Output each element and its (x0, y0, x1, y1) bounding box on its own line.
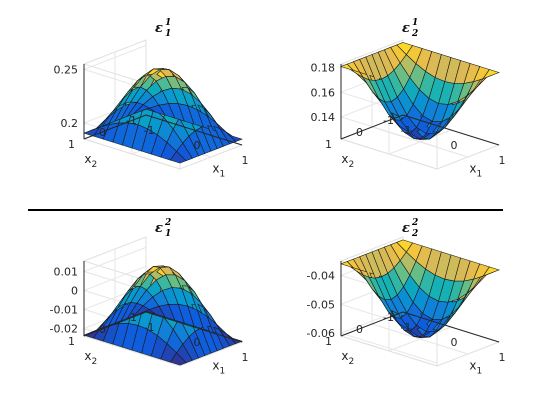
svg-text:1: 1 (412, 18, 418, 28)
x2-axis-line (340, 114, 404, 140)
x1-tick-label: 0 (451, 336, 458, 349)
panel-title: ε 22 (402, 218, 418, 239)
panel-title: ε 11 (155, 18, 171, 39)
x2-axis-label: x2 (341, 349, 354, 367)
grid-line (371, 323, 469, 355)
x1-tick-label: 0 (451, 139, 458, 152)
x2-tick-label: -1 (126, 311, 137, 324)
svg-text:2: 2 (164, 218, 171, 228)
x2-axis-line (340, 311, 404, 337)
x1-axis-label: x1 (469, 161, 482, 179)
x2-axis-label: x2 (341, 152, 354, 170)
x2-tick-label: 1 (325, 138, 332, 151)
x1-tick-label: 1 (499, 154, 506, 167)
x2-tick-label: 0 (99, 323, 106, 336)
x1-tick-label: 1 (242, 351, 249, 364)
x1-axis-line (145, 311, 243, 343)
x2-tick-label: 0 (99, 126, 106, 139)
x2-tick-label: 1 (68, 138, 75, 151)
panel-title: ε 12 (402, 18, 418, 39)
x2-tick-label: 0 (356, 126, 363, 139)
x1-tick-label: 0 (194, 139, 201, 152)
x2-axis-line (83, 311, 147, 337)
z-tick-label: 0.14 (311, 111, 336, 124)
z-tick-label: -0.06 (307, 327, 335, 340)
x1-tick-label: 0 (194, 336, 201, 349)
svg-text:2: 2 (411, 218, 418, 228)
svg-text:ε: ε (155, 21, 163, 36)
svg-text:ε: ε (155, 221, 163, 236)
x1-axis-label: x1 (469, 358, 482, 376)
x1-axis-line (145, 114, 243, 146)
x1-tick-label: 1 (499, 351, 506, 364)
svg-text:ε: ε (402, 221, 410, 236)
x1-axis-line (402, 114, 500, 146)
svg-text:2: 2 (411, 229, 418, 239)
x2-axis-line (83, 114, 147, 140)
x1-tick-label: 1 (242, 154, 249, 167)
x2-tick-label: -1 (383, 311, 394, 324)
z-tick-label: 0.01 (54, 265, 79, 278)
z-tick-label: 0.18 (311, 62, 336, 75)
x1-tick-label: -1 (401, 124, 412, 137)
surface-facet (225, 131, 243, 142)
x2-tick-label: 0 (356, 323, 363, 336)
x2-axis-label: x2 (84, 349, 97, 367)
z-tick-label: -0.05 (307, 298, 335, 311)
z-tick-label: -0.04 (307, 269, 335, 282)
z-tick-label: -0.01 (50, 303, 78, 316)
z-tick-label: 0.2 (61, 117, 79, 130)
x1-axis-line (402, 311, 500, 343)
svg-text:2: 2 (411, 29, 418, 39)
x2-tick-label: 1 (325, 335, 332, 348)
z-tick-label: 0.16 (311, 86, 336, 99)
x1-axis-label: x1 (212, 358, 225, 376)
x1-tick-label: -1 (401, 321, 412, 334)
x2-tick-label: 1 (68, 335, 75, 348)
z-tick-label: 0.25 (54, 63, 79, 76)
svg-text:1: 1 (165, 18, 171, 28)
x1-tick-label: -1 (144, 124, 155, 137)
x2-tick-label: -1 (126, 114, 137, 127)
surface-facet (482, 266, 500, 277)
x2-tick-label: -1 (383, 114, 394, 127)
surface-facet (482, 69, 500, 80)
svg-text:1: 1 (165, 229, 171, 239)
x1-axis-label: x1 (212, 161, 225, 179)
z-tick-label: -0.02 (50, 322, 78, 335)
svg-text:1: 1 (165, 29, 171, 39)
panel-title: ε 21 (155, 218, 171, 239)
svg-text:ε: ε (402, 21, 410, 36)
z-tick-label: 0 (71, 284, 78, 297)
x1-tick-label: -1 (144, 321, 155, 334)
x2-axis-label: x2 (84, 152, 97, 170)
